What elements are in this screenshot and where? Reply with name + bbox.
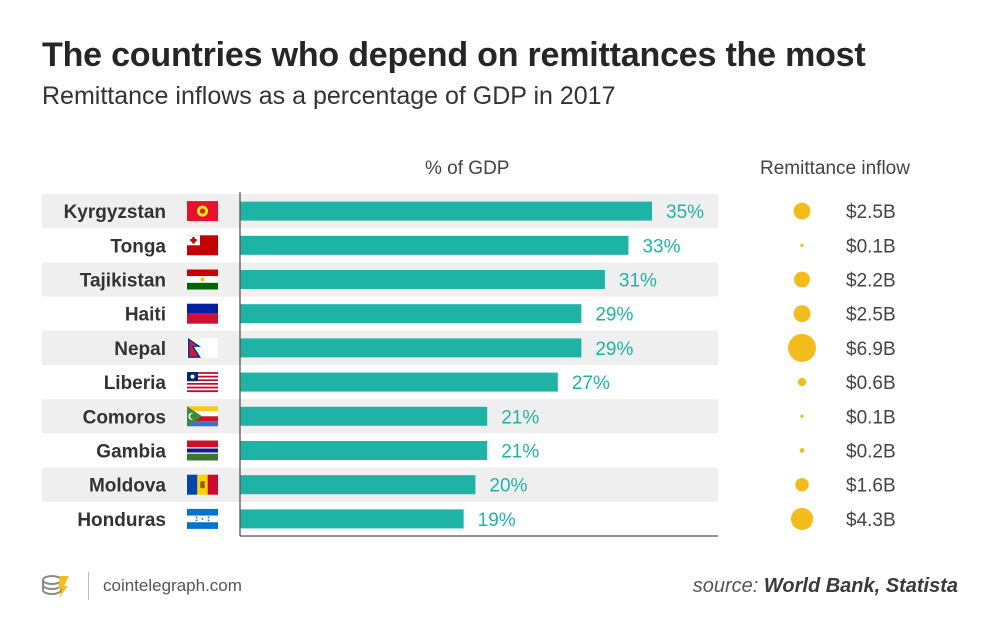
inflow-bubble — [793, 305, 811, 323]
country-label: Comoros — [83, 407, 166, 428]
inflow-bubble — [800, 243, 804, 247]
bar — [240, 509, 464, 529]
footer-source: source: World Bank, Statista — [693, 575, 958, 598]
inflow-bubble — [799, 448, 805, 453]
bubble-column-label: Remittance inflow — [760, 158, 910, 179]
inflow-bubble — [788, 333, 816, 362]
source-label: source: — [692, 575, 759, 597]
chart-title: The countries who depend on remittances … — [42, 36, 866, 74]
comoros-flag — [187, 406, 218, 427]
bar-value-label: 21% — [501, 442, 539, 463]
inflow-value-label: $1.6B — [846, 476, 896, 497]
gambia-flag — [187, 440, 218, 461]
inflow-bubble — [795, 477, 809, 492]
bar-value-label: 31% — [619, 271, 657, 292]
inflow-bubble — [797, 377, 807, 387]
honduras-flag — [187, 508, 218, 529]
country-label: Nepal — [114, 339, 166, 360]
inflow-value-label: $2.2B — [846, 271, 896, 292]
country-label: Tajikistan — [80, 271, 166, 292]
tajikistan-flag — [187, 269, 218, 290]
country-label: Gambia — [96, 442, 166, 463]
country-label: Kyrgyzstan — [64, 202, 166, 223]
chart-subtitle: Remittance inflows as a percentage of GD… — [42, 82, 616, 110]
country-label: Honduras — [77, 510, 166, 531]
country-label: Haiti — [125, 305, 166, 326]
bar-value-label: 29% — [595, 339, 633, 360]
inflow-bubble — [794, 271, 810, 288]
bar-column-label: % of GDP — [425, 158, 510, 179]
bar — [240, 406, 488, 426]
kyrgyzstan-flag — [187, 201, 218, 222]
bar — [240, 338, 582, 358]
bar-value-label: 20% — [489, 476, 527, 497]
moldova-flag — [187, 474, 218, 495]
bar-value-label: 29% — [595, 305, 633, 326]
inflow-bubble — [800, 414, 804, 418]
inflow-value-label: $2.5B — [846, 202, 896, 223]
country-label: Moldova — [89, 476, 166, 497]
bar-value-label: 33% — [642, 236, 680, 257]
liberia-flag — [187, 372, 218, 393]
inflow-value-label: $6.9B — [846, 339, 896, 360]
inflow-bubble — [790, 507, 814, 530]
bar — [240, 441, 488, 460]
bar — [240, 304, 582, 324]
bar-value-label: 27% — [572, 373, 610, 394]
haiti-flag — [187, 303, 218, 324]
bar-value-label: 19% — [478, 510, 516, 531]
bar — [240, 235, 629, 255]
country-label: Liberia — [104, 373, 167, 394]
inflow-value-label: $0.1B — [846, 407, 896, 428]
tonga-flag — [187, 235, 218, 256]
inflow-bubble — [793, 202, 811, 220]
footer-site-link[interactable]: cointelegraph.com — [103, 576, 242, 595]
footer-divider — [88, 572, 89, 600]
source-names: World Bank, Statista — [763, 575, 958, 597]
bar — [240, 475, 476, 495]
inflow-value-label: $0.2B — [846, 442, 896, 463]
cointelegraph-logo-icon — [42, 575, 69, 598]
bar — [240, 201, 652, 221]
inflow-value-label: $4.3B — [846, 510, 896, 531]
nepal-flag — [187, 337, 218, 358]
inflow-value-label: $0.6B — [846, 373, 896, 394]
bar — [240, 372, 558, 392]
inflow-value-label: $0.1B — [846, 236, 896, 257]
country-label: Tonga — [110, 236, 166, 257]
bar-value-label: 35% — [666, 202, 704, 223]
inflow-value-label: $2.5B — [846, 305, 896, 326]
bar-value-label: 21% — [501, 407, 539, 428]
bar — [240, 270, 605, 289]
